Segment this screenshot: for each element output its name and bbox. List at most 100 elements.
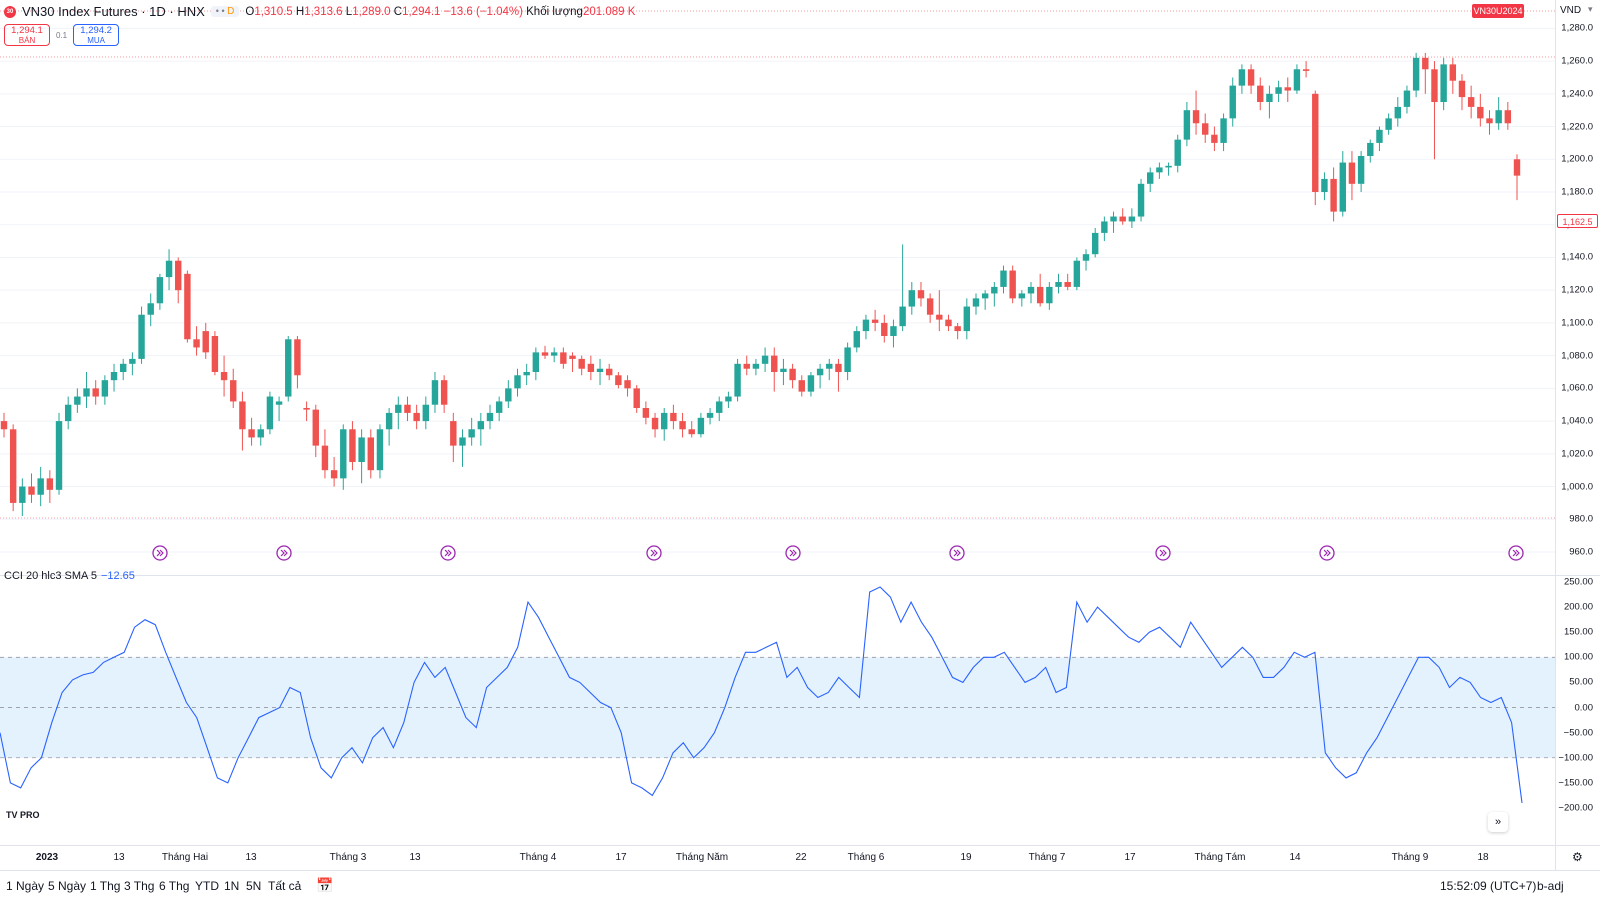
event-marker-icon[interactable] <box>646 545 662 561</box>
candle-body <box>862 319 870 332</box>
range-button[interactable]: YTD <box>195 879 219 893</box>
time-axis-label: 13 <box>245 852 257 863</box>
range-button[interactable]: 1N <box>224 879 240 893</box>
candle-body <box>1330 178 1337 212</box>
settings-gear-icon[interactable]: ⚙ <box>1572 850 1583 864</box>
candle-body <box>670 412 677 422</box>
last-price-tag: 1,162.5 <box>1557 213 1598 228</box>
bottom-toolbar: 1 Ngày 5 Ngày 1 Thg 3 Thg 6 Thg YTD 1N 5N Tất cả… <box>0 870 1600 903</box>
pane-separator[interactable] <box>0 575 1600 576</box>
candle-body <box>780 368 787 372</box>
candle-body <box>1367 142 1374 156</box>
market-status-badge[interactable]: • • D <box>210 6 240 17</box>
price-axis-label: 1,060.0 <box>1561 382 1593 394</box>
event-marker-icon[interactable] <box>949 545 965 561</box>
time-axis-label: 17 <box>615 852 627 863</box>
candle-body <box>853 331 860 348</box>
buy-button[interactable]: 1,294.2 MUA <box>73 24 120 46</box>
calendar-icon[interactable]: 📅 <box>316 877 334 893</box>
sell-label: BÁN <box>18 36 36 45</box>
time-axis-label: Tháng 4 <box>519 852 557 863</box>
cci-legend[interactable]: CCI 20 hlc3 SMA 5 −12.65 <box>4 570 135 582</box>
candle-body <box>679 421 686 430</box>
candle-body <box>917 290 925 299</box>
range-button[interactable]: 6 Thg <box>159 879 190 893</box>
candle-body <box>1036 286 1044 304</box>
candle-body <box>19 486 26 503</box>
event-marker-icon[interactable] <box>785 545 801 561</box>
cci-indicator-pane[interactable] <box>0 576 1555 845</box>
candle-body <box>1220 118 1227 143</box>
candle-body <box>1110 216 1117 222</box>
range-button[interactable]: 1 Ngày <box>6 879 45 893</box>
candle-body <box>1449 64 1457 81</box>
price-axis-label: 1,220.0 <box>1561 121 1593 133</box>
time-axis-label: Tháng Tám <box>1194 852 1246 863</box>
cci-axis[interactable]: 250.00 200.00 150.00 100.00 50.00 0.00 −50.00 −… <box>1555 576 1600 845</box>
candle-body <box>615 375 622 386</box>
candle-body <box>826 363 833 369</box>
time-axis-label: 22 <box>795 852 807 863</box>
badge-d: D <box>227 6 235 17</box>
range-button[interactable]: 1 Thg <box>90 879 121 893</box>
event-marker-icon[interactable] <box>276 545 292 561</box>
candle-body <box>129 358 136 364</box>
badge-dots: • • <box>215 6 225 16</box>
candle-body <box>303 408 310 410</box>
time-axis-label: 19 <box>960 852 972 863</box>
candle-body <box>1018 293 1026 299</box>
range-button[interactable]: 3 Thg <box>124 879 155 893</box>
price-axis-label: 1,260.0 <box>1561 55 1593 67</box>
candle-body <box>890 326 897 336</box>
price-axis-label: 1,100.0 <box>1561 317 1593 329</box>
tradingview-logo[interactable]: TV PRO <box>6 810 40 820</box>
cci-value: −12.65 <box>100 570 135 582</box>
candle-body <box>569 355 576 359</box>
price-axis-label: 1,140.0 <box>1561 251 1593 263</box>
price-axis-label: 1,240.0 <box>1561 88 1593 100</box>
event-marker-icon[interactable] <box>152 545 168 561</box>
candle-body <box>771 355 778 372</box>
time-axis[interactable]: 2023 13 Tháng Hai 13 Tháng 3 13 Tháng 4 17 Tháng… <box>0 845 1555 871</box>
event-marker-icon[interactable] <box>1508 545 1524 561</box>
range-button[interactable]: 5N <box>246 879 262 893</box>
clock-timezone[interactable]: 15:52:09 (UTC+7) <box>1440 879 1537 893</box>
candle-body <box>661 412 668 430</box>
time-axis-label: Tháng 7 <box>1028 852 1066 863</box>
candle-body <box>651 417 659 430</box>
candle-body <box>101 380 109 397</box>
sell-button[interactable]: 1,294.1 BÁN <box>4 24 50 46</box>
low-value: 1,289.0 <box>352 5 391 18</box>
candle-body <box>83 388 90 397</box>
main-chart-pane[interactable] <box>0 0 1555 575</box>
candle-body <box>541 352 549 356</box>
candle-body <box>358 437 365 462</box>
candle-body <box>147 303 154 315</box>
range-button[interactable]: 5 Ngày <box>48 879 87 893</box>
candle-body <box>46 478 54 490</box>
scroll-to-realtime-button[interactable]: » <box>1488 812 1508 832</box>
range-button[interactable]: Tất cả <box>268 879 302 893</box>
adjustment-toggle[interactable]: b-adj <box>1537 879 1564 893</box>
currency-label[interactable]: VND <box>1560 5 1582 16</box>
currency-dropdown-icon[interactable]: ▾ <box>1588 4 1593 14</box>
candle-body <box>1229 85 1236 119</box>
time-axis-label: Tháng Năm <box>675 852 729 863</box>
candle-body <box>1312 93 1319 192</box>
close-value: 1,294.1 <box>402 5 441 18</box>
price-axis[interactable]: VND ▾ 1,280.0 1,260.0 1,240.0 1,220.0 1,200.… <box>1472 0 1600 575</box>
candle-body <box>248 429 255 438</box>
event-marker-icon[interactable] <box>440 545 456 561</box>
candle-body <box>798 380 805 392</box>
candle-body <box>936 314 943 320</box>
candle-body <box>1458 80 1466 98</box>
candle-body <box>752 363 760 369</box>
cci-axis-label: −50.00 <box>1563 727 1593 739</box>
candle-body <box>138 314 145 359</box>
candle-body <box>972 298 980 307</box>
price-axis-label: 1,020.0 <box>1561 448 1593 460</box>
candle-body <box>1082 254 1090 261</box>
event-marker-icon[interactable] <box>1155 545 1171 561</box>
symbol-title[interactable]: VN30 Index Futures · 1D · HNX <box>22 4 205 19</box>
event-marker-icon[interactable] <box>1319 545 1335 561</box>
